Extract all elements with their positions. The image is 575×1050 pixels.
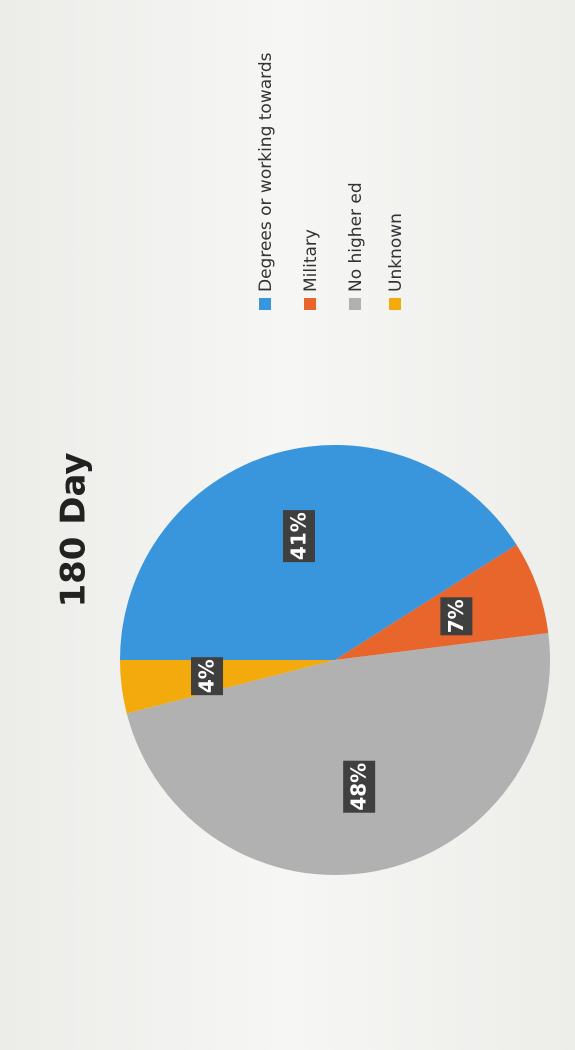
data-label: 4%	[195, 659, 219, 693]
data-label: 7%	[444, 599, 468, 633]
legend-swatch	[349, 298, 361, 310]
pie-slice	[120, 660, 335, 714]
legend-label: Military	[301, 229, 321, 292]
chart-title: 180 Day	[54, 452, 94, 607]
data-label-box	[191, 657, 224, 696]
data-label-box	[343, 760, 376, 813]
chart-frame: 180 Day 41% 7% 48% 4% Degrees or working tow…	[54, 52, 550, 875]
pie-slice	[120, 444, 517, 660]
legend-swatch	[389, 298, 401, 310]
data-label: 41%	[287, 512, 311, 560]
data-label: 48%	[347, 763, 371, 811]
pie-slice	[126, 633, 550, 875]
legend-label: Degrees or working towards	[256, 52, 276, 292]
legend-swatch	[259, 298, 271, 310]
legend-label: No higher ed	[346, 182, 366, 292]
data-label-box	[283, 510, 316, 563]
data-label-box	[440, 597, 473, 636]
legend-swatch	[304, 298, 316, 310]
legend-label: Unknown	[386, 213, 406, 292]
